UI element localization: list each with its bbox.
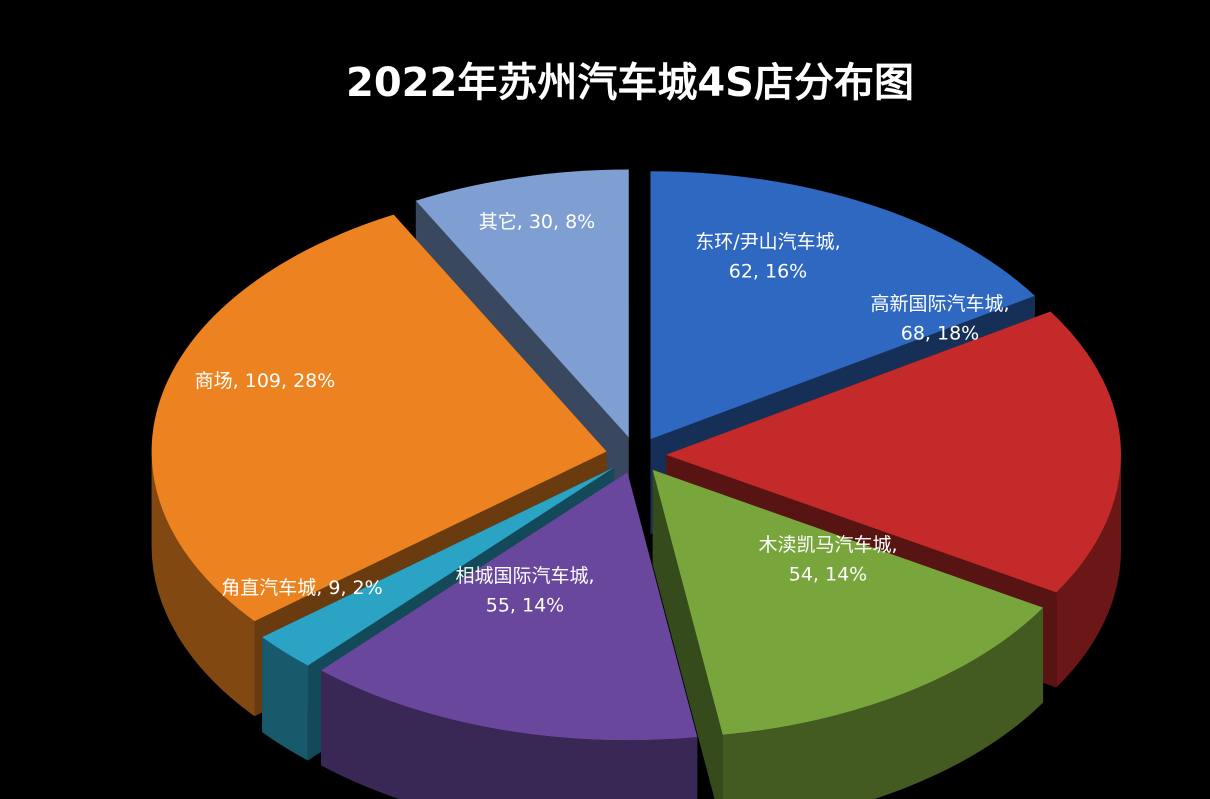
data-label-line: 东环/尹山汽车城, — [695, 231, 840, 253]
slice-rim-2 — [1056, 454, 1121, 688]
data-label-2: 高新国际汽车城, 68, 18% — [870, 293, 1009, 344]
data-label-line: 68, 18% — [901, 322, 980, 344]
slice-rim-4 — [320, 670, 698, 799]
chart-title: 2022年苏州汽车城4S店分布图 — [346, 60, 914, 106]
data-label-4: 相城国际汽车城, 55, 14% — [455, 565, 594, 616]
slice-rim-3 — [722, 607, 1044, 799]
data-label-line: 高新国际汽车城, — [870, 293, 1009, 315]
data-label-line: 其它, 30, 8% — [479, 211, 595, 233]
data-label-line: 商场, 109, 28% — [195, 370, 336, 392]
data-label-7: 其它, 30, 8% — [479, 211, 595, 233]
data-label-line: 木渎凯马汽车城, — [758, 534, 897, 556]
data-label-3: 木渎凯马汽车城, 54, 14% — [758, 534, 897, 585]
data-label-6: 商场, 109, 28% — [195, 370, 336, 392]
slice-6 — [151, 214, 607, 622]
data-label-1: 东环/尹山汽车城, 62, 16% — [695, 231, 840, 282]
data-label-line: 55, 14% — [486, 594, 565, 616]
data-label-line: 角直汽车城, 9, 2% — [221, 577, 382, 599]
data-label-line: 相城国际汽车城, — [455, 565, 594, 587]
slice-2 — [665, 311, 1121, 593]
data-label-line: 54, 14% — [789, 563, 868, 585]
slice-7 — [415, 169, 629, 438]
slice-5 — [262, 467, 615, 666]
slice-4 — [320, 472, 698, 741]
slice-1 — [650, 171, 1035, 440]
data-label-line: 62, 16% — [729, 260, 808, 282]
slice-wall-3 — [652, 469, 723, 799]
data-label-5: 角直汽车城, 9, 2% — [221, 577, 382, 599]
slice-rim-6 — [151, 451, 255, 717]
slice-rim-5 — [262, 637, 308, 761]
slice-3 — [652, 469, 1044, 735]
